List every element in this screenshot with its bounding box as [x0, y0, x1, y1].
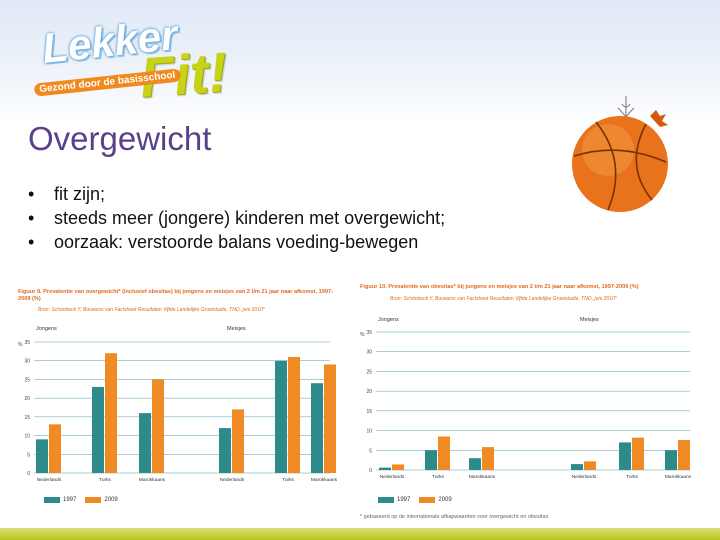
x-tick-label: Turks [626, 474, 638, 480]
bar-1997 [469, 458, 481, 470]
bar-1997 [219, 428, 231, 473]
lekker-fit-logo: Lekker Fit! Gezond door de basisschool [28, 11, 229, 112]
bar-2009 [324, 364, 336, 473]
bullet-item: oorzaak: verstoorde balans voeding-beweg… [28, 230, 445, 254]
chart-subtitle: Bron: Schönbeck Y, Bouwens van Factsheet… [38, 307, 265, 313]
x-tick-label: Marokkaans [311, 477, 338, 483]
bar-2009 [392, 464, 404, 470]
overweight-chart-plot: 0 5 10 15 20 25 30 35% Jongens Meisjes Nederlands T… [18, 326, 338, 483]
bar-1997 [665, 450, 677, 470]
y-tick-label: 5 [369, 448, 372, 454]
y-tick-label: 20 [24, 396, 30, 402]
basketball-ornament-icon [572, 96, 668, 212]
bullet-item: fit zijn; [28, 182, 445, 206]
footer-band [0, 528, 720, 540]
legend-swatch-1997 [44, 497, 60, 503]
group-label: Jongens [36, 326, 57, 332]
x-tick-label: Nederlands [220, 477, 245, 483]
x-tick-label: Marokkaans [139, 477, 166, 483]
y-tick-label: 30 [366, 350, 372, 356]
bar-2009 [152, 379, 164, 473]
y-tick-label: 20 [366, 389, 372, 395]
group-label: Meisjes [580, 317, 599, 323]
group-label: Jongens [378, 317, 399, 323]
bar-2009 [482, 447, 494, 470]
bar-2009 [632, 437, 644, 470]
overweight-chart: Figuur 9. Prevalentie van overgewicht* (… [14, 285, 344, 520]
bar-1997 [379, 467, 391, 470]
chart-title: Figuur 9. Prevalentie van overgewicht* (… [18, 289, 333, 302]
y-tick-label: 35 [366, 330, 372, 336]
group-label: Meisjes [227, 326, 246, 332]
legend-label: 1997 [63, 497, 77, 503]
legend-swatch-1997 [378, 497, 394, 503]
legend-swatch-2009 [419, 497, 436, 503]
y-tick-label: 30 [24, 359, 30, 365]
bullet-item: steeds meer (jongere) kinderen met overg… [28, 206, 445, 230]
x-tick-label: Nederlands [380, 474, 405, 480]
x-tick-label: Turks [282, 477, 294, 483]
bar-1997 [619, 442, 631, 470]
x-tick-label: Turks [432, 474, 444, 480]
y-axis-label: % [360, 332, 365, 338]
legend-label: 2009 [438, 497, 452, 503]
chart-title: Figuur 10. Prevalentie van obesitas* bij… [360, 284, 639, 290]
bar-2009 [584, 461, 596, 470]
y-tick-label: 25 [24, 377, 30, 383]
y-tick-label: 15 [366, 409, 372, 415]
y-axis-label: % [18, 342, 23, 348]
y-tick-label: 0 [27, 471, 30, 477]
bar-1997 [139, 413, 151, 473]
y-tick-label: 15 [24, 415, 30, 421]
bar-1997 [36, 439, 48, 473]
bar-2009 [438, 436, 450, 470]
x-tick-label: Nederlands [37, 477, 62, 483]
y-tick-label: 5 [27, 452, 30, 458]
bar-2009 [678, 440, 690, 470]
x-tick-label: Marokkaans [665, 474, 692, 480]
bar-1997 [311, 383, 323, 473]
chart-footnote: * gebaseerd op de internationale afkapwa… [360, 514, 549, 520]
chart-subtitle: Bron: Schönbeck Y, Bouwens van Factsheet… [390, 296, 617, 302]
x-tick-label: Turks [99, 477, 111, 483]
legend-label: 1997 [397, 497, 411, 503]
y-tick-label: 35 [24, 340, 30, 346]
bar-1997 [92, 386, 104, 473]
x-tick-label: Nederlands [572, 474, 597, 480]
chart-legend: 1997 2009 [378, 497, 452, 503]
bar-2009 [49, 424, 61, 473]
bar-1997 [425, 450, 437, 470]
chart-legend: 1997 2009 [44, 497, 118, 503]
obesity-chart-plot: 0 5 10 15 20 25 30 35% Jongens Meisjes Nederlands T… [360, 317, 692, 480]
bar-2009 [232, 409, 244, 473]
bar-2009 [288, 356, 300, 473]
y-tick-label: 10 [24, 434, 30, 440]
legend-label: 2009 [104, 497, 118, 503]
bullet-list: fit zijn; steeds meer (jongere) kinderen… [28, 182, 445, 254]
y-tick-label: 0 [369, 468, 372, 474]
header-background [0, 0, 720, 125]
obesity-chart: Figuur 10. Prevalentie van obesitas* bij… [356, 280, 706, 525]
bar-1997 [275, 360, 287, 473]
y-tick-label: 25 [366, 369, 372, 375]
x-tick-label: Marokkaans [469, 474, 496, 480]
bar-2009 [105, 353, 117, 473]
bar-1997 [571, 464, 583, 470]
y-tick-label: 10 [366, 429, 372, 435]
legend-swatch-2009 [85, 497, 102, 503]
slide-title: Overgewicht [28, 120, 212, 157]
